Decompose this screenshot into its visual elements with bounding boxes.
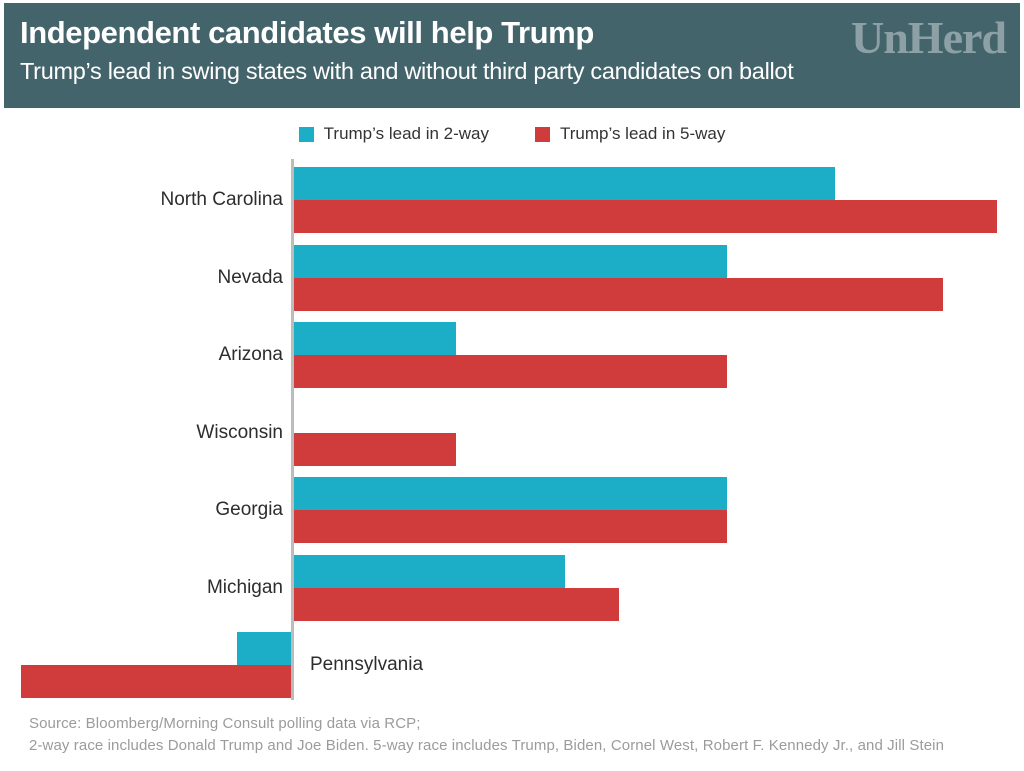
chart-legend: Trump’s lead in 2-way Trump’s lead in 5-… <box>0 124 1024 144</box>
bar-5way-pennsylvania <box>20 665 291 698</box>
legend-item-5way: Trump’s lead in 5-way <box>535 124 725 144</box>
legend-swatch-2way <box>298 126 314 142</box>
baseline-axis <box>291 159 294 700</box>
legend-label-2way: Trump’s lead in 2-way <box>323 124 489 143</box>
bar-2way-nevada <box>294 244 727 278</box>
bar-5way-michigan <box>294 587 619 621</box>
legend-swatch-5way <box>535 126 550 142</box>
bar-2way-michigan <box>294 554 565 588</box>
bar-2way-georgia <box>294 477 727 510</box>
bar-5way-nevada <box>294 277 944 311</box>
header-banner: Independent candidates will help Trump T… <box>4 3 1020 108</box>
bar-chart: North Carolina Nevada Arizona Wisconsin Geor… <box>0 159 1024 705</box>
page-title: Independent candidates will help Trump <box>20 15 594 50</box>
bar-5way-wisconsin <box>294 432 457 466</box>
source-line-2: 2-way race includes Donald Trump and Joe… <box>29 736 945 754</box>
source-note: Source: Bloomberg/Morning Consult pollin… <box>29 713 944 756</box>
bar-2way-arizona <box>294 322 457 355</box>
legend-label-5way: Trump’s lead in 5-way <box>560 124 726 143</box>
bar-2way-pennsylvania <box>236 632 291 665</box>
category-label-pennsylvania: Pennsylvania <box>310 654 424 675</box>
legend-item-2way: Trump’s lead in 2-way <box>298 124 489 144</box>
bar-5way-arizona <box>294 355 727 388</box>
category-label-north-carolina: North Carolina <box>160 189 284 210</box>
source-line-1: Source: Bloomberg/Morning Consult pollin… <box>29 715 421 732</box>
bar-5way-north-carolina <box>294 200 998 233</box>
page-subtitle: Trump’s lead in swing states with and wi… <box>20 58 794 84</box>
bar-5way-georgia <box>294 510 727 543</box>
category-label-michigan: Michigan <box>206 576 283 598</box>
unherd-logo: UnHerd <box>851 12 1007 63</box>
category-label-arizona: Arizona <box>218 344 283 365</box>
category-label-georgia: Georgia <box>215 499 283 520</box>
category-label-nevada: Nevada <box>217 266 284 288</box>
category-label-wisconsin: Wisconsin <box>196 421 283 443</box>
bar-2way-north-carolina <box>294 167 835 200</box>
